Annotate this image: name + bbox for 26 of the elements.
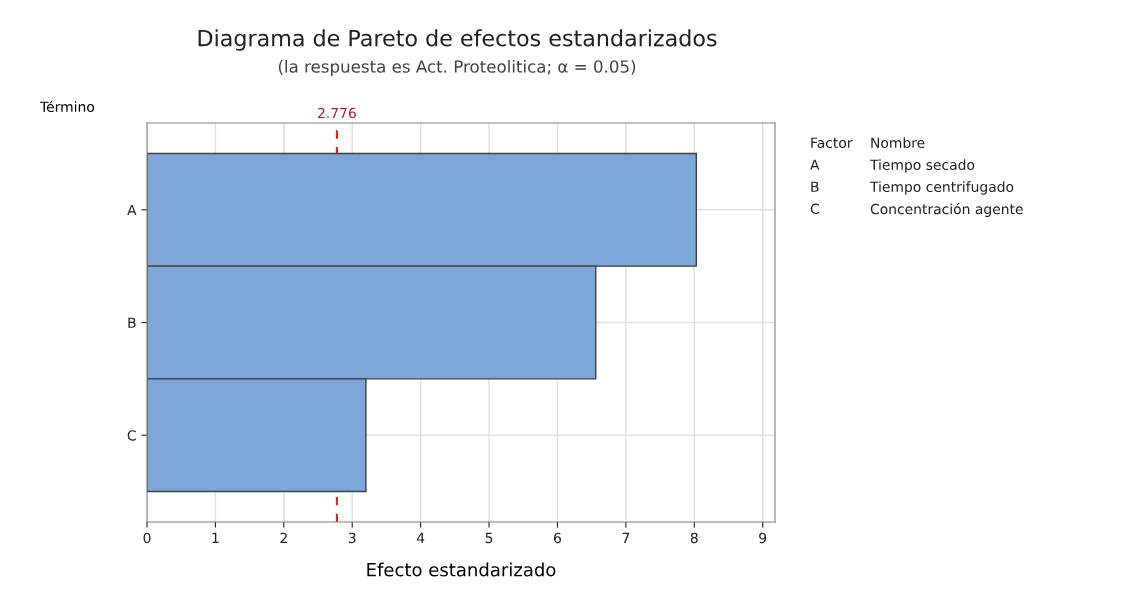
ref-line-label: 2.776 <box>318 107 356 119</box>
text: Nombre <box>871 137 925 149</box>
x-tick-label: 8 <box>690 532 698 544</box>
text: B <box>811 181 819 192</box>
y-tick-label: B <box>128 317 136 328</box>
x-tick-label: 6 <box>554 532 561 544</box>
y-tick-label: C <box>127 430 136 441</box>
y-axis-title: Término <box>39 100 95 113</box>
x-axis-title: Efecto estandarizado <box>367 562 556 577</box>
x-tick-label: 3 <box>348 532 356 544</box>
x-tick-label: 9 <box>759 532 767 544</box>
text: Factor <box>811 137 853 149</box>
x-tick-label: 7 <box>622 532 630 543</box>
x-tick-label: 2 <box>280 532 287 543</box>
text: A <box>810 159 820 170</box>
text: Concentración agente <box>870 203 1023 217</box>
x-tick-label: 1 <box>212 532 219 543</box>
chart-subtitle: (la respuesta es Act. Proteolitica; α = 0.05) <box>278 59 636 77</box>
chart-title: Diagrama de Pareto de efectos estandarizados <box>198 29 717 51</box>
text: C <box>810 203 819 215</box>
x-tick-label: 5 <box>485 532 493 544</box>
text: Tiempo centrifugado <box>869 181 1014 195</box>
x-tick-label: 4 <box>416 532 425 543</box>
x-tick-label: 0 <box>143 532 151 544</box>
text: Tiempo secado <box>869 159 975 173</box>
y-tick-label: A <box>127 204 137 216</box>
